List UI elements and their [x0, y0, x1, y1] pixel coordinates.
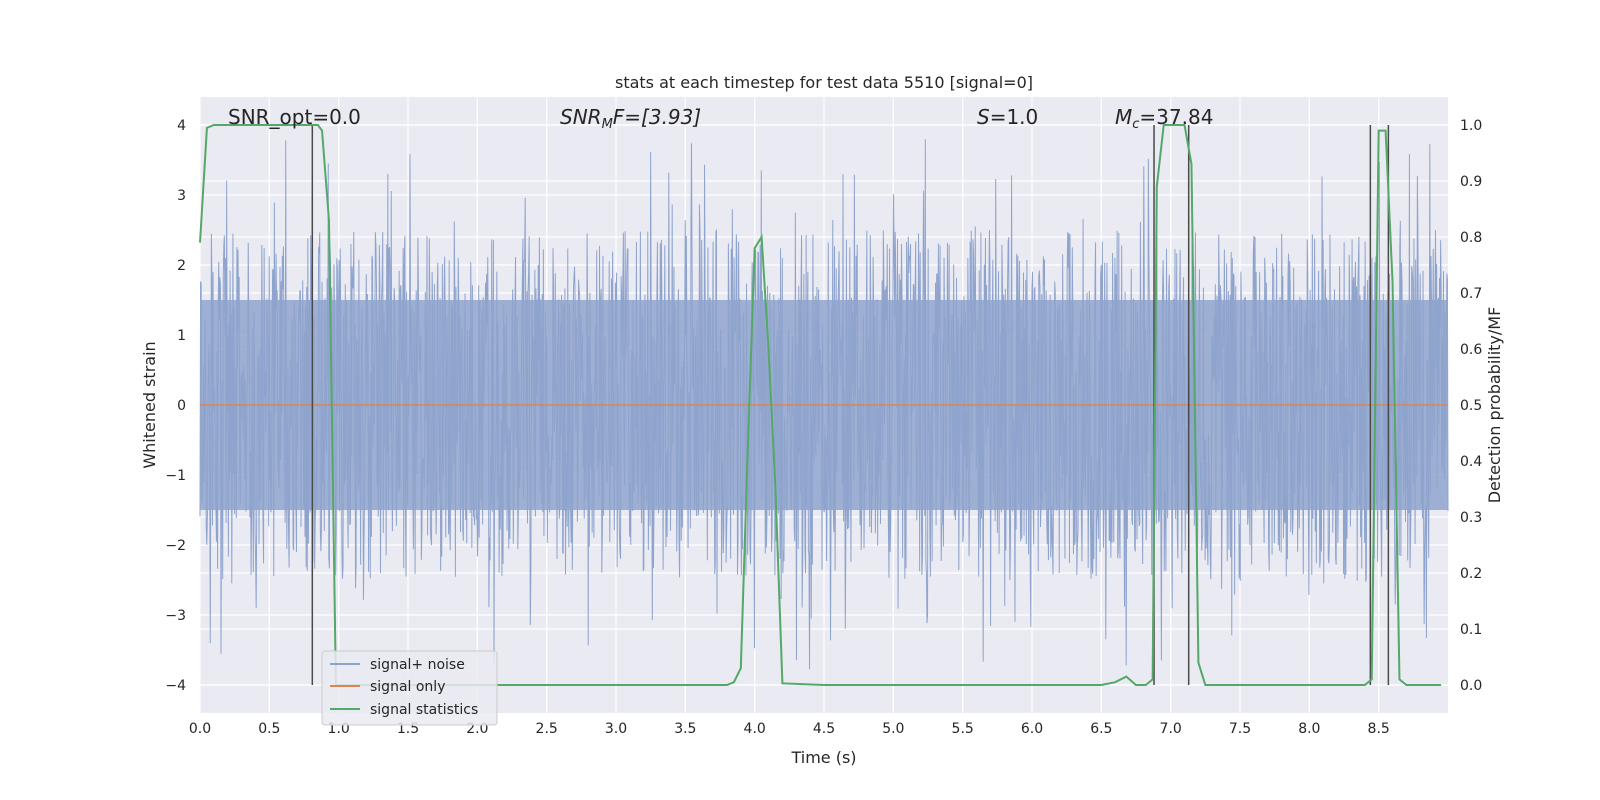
x-tick-label: 6.0	[1021, 721, 1043, 737]
x-tick-label: 7.5	[1229, 721, 1251, 737]
x-tick-label: 5.5	[952, 721, 974, 737]
mc-main: M	[1115, 105, 1132, 129]
signal-statistics-line	[199, 124, 1442, 686]
y-tick-label: 3	[177, 188, 186, 204]
legend-label-stats: signal statistics	[370, 702, 478, 718]
annotation-s: S=1.0	[977, 105, 1038, 129]
mc-rest: =37.84	[1139, 105, 1213, 129]
y2-ticks: 1.0 0.9 0.8 0.7 0.6 0.5 0.4 0.3 0.2 0.1 0.0	[1460, 118, 1482, 694]
y2-axis-label: Detection probability/MF	[1485, 307, 1504, 504]
legend: signal+ noise signal only signal statist…	[321, 650, 498, 726]
y2-tick-label: 0.9	[1460, 174, 1482, 190]
x-axis-label: Time (s)	[790, 748, 856, 767]
chart-title: stats at each timestep for test data 551…	[615, 73, 1033, 92]
x-tick-label: 8.5	[1368, 721, 1390, 737]
y2-tick-label: 0.4	[1460, 454, 1482, 470]
y-ticks: 4 3 2 1 0 −1 −2 −3 −4	[165, 118, 186, 694]
y2-tick-label: 0.5	[1460, 398, 1482, 414]
y2-tick-label: 0.2	[1460, 566, 1482, 582]
snr-mf-sub: M	[602, 117, 613, 132]
legend-label-signal: signal only	[370, 679, 445, 695]
x-tick-label: 4.0	[744, 721, 766, 737]
y-tick-label: 1	[177, 328, 186, 344]
x-tick-label: 3.5	[674, 721, 696, 737]
annotation-snr-mf: SNRMF=[3.93]	[560, 105, 701, 132]
y-tick-label: −2	[165, 538, 186, 554]
x-tick-label: 3.0	[605, 721, 627, 737]
x-tick-label: 8.0	[1298, 721, 1320, 737]
x-tick-label: 5.0	[882, 721, 904, 737]
snr-mf-main: SNR	[560, 105, 602, 129]
legend-label-noise: signal+ noise	[370, 657, 465, 673]
y-axis-label: Whitened strain	[140, 341, 159, 468]
annotation-snr-opt: SNR_opt=0.0	[228, 105, 361, 129]
x-tick-label: 0.0	[189, 721, 211, 737]
y-tick-label: 0	[177, 398, 186, 414]
s-rest: =1.0	[990, 105, 1039, 129]
x-tick-label: 0.5	[258, 721, 280, 737]
s-main: S	[977, 105, 990, 129]
y-tick-label: −4	[165, 678, 186, 694]
y2-tick-label: 1.0	[1460, 118, 1482, 134]
y2-tick-label: 0.7	[1460, 286, 1482, 302]
y2-tick-label: 0.1	[1460, 622, 1482, 638]
y2-tick-label: 0.3	[1460, 510, 1482, 526]
x-tick-label: 6.5	[1090, 721, 1112, 737]
legend-box	[321, 650, 498, 726]
x-tick-label: 4.5	[813, 721, 835, 737]
y-tick-label: 2	[177, 258, 186, 274]
y-tick-label: −3	[165, 608, 186, 624]
noise-line	[199, 139, 1449, 670]
y2-tick-label: 0.6	[1460, 342, 1482, 358]
mc-sub: c	[1132, 117, 1139, 132]
y2-tick-label: 0.8	[1460, 230, 1482, 246]
x-tick-label: 2.5	[536, 721, 558, 737]
y-tick-label: −1	[165, 468, 186, 484]
y-tick-label: 4	[177, 118, 186, 134]
y2-tick-label: 0.0	[1460, 678, 1482, 694]
annotation-mc: Mc=37.84	[1115, 105, 1213, 132]
snr-mf-rest: F=[3.93]	[613, 105, 701, 129]
signal-statistics-series	[199, 124, 1442, 686]
x-tick-label: 7.0	[1160, 721, 1182, 737]
